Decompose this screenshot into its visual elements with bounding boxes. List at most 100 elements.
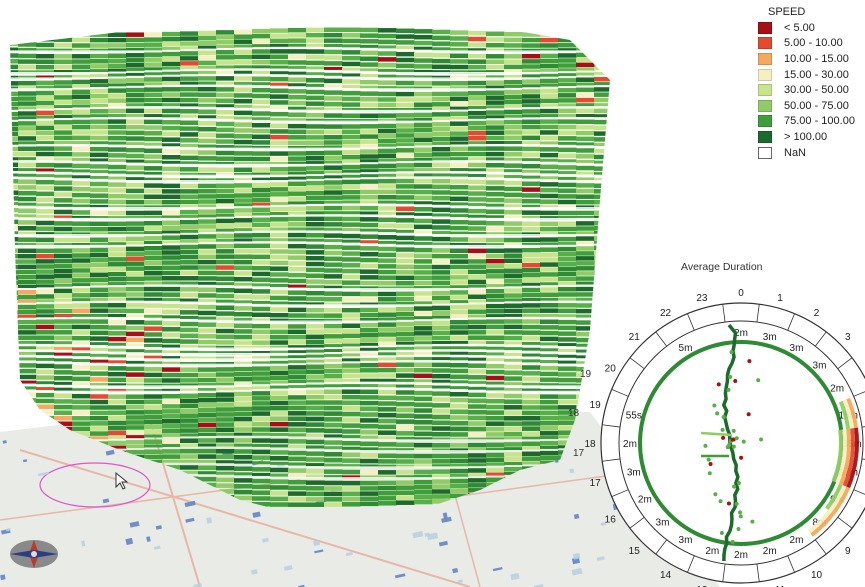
average-duration-radial-chart[interactable]: 02m13m23m33m42m516m635m737m89m98m102m112… (584, 288, 865, 587)
speed-segment (324, 349, 343, 353)
speed-segment (378, 412, 397, 418)
speed-segment (126, 251, 145, 257)
legend-item[interactable]: < 5.00 (758, 20, 862, 36)
speed-segment (90, 93, 109, 99)
speed-segment (432, 264, 451, 270)
speed-segment (288, 379, 307, 383)
legend-item[interactable]: 5.00 - 10.00 (758, 36, 862, 52)
speed-segment (378, 102, 397, 108)
speed-segment (108, 425, 127, 431)
speed-segment (270, 201, 289, 205)
speed-segment (432, 184, 451, 190)
speed-segment (360, 323, 379, 328)
speed-segment (540, 405, 559, 410)
speed-segment (468, 75, 487, 79)
speed-segment (126, 399, 145, 405)
legend-item[interactable]: 50.00 - 75.00 (758, 98, 862, 114)
speed-segment (216, 454, 235, 460)
speed-segment (144, 188, 163, 194)
speed-segment (306, 166, 325, 171)
speed-segment (468, 352, 487, 356)
speed-segment (234, 122, 253, 127)
speed-segment (558, 68, 577, 72)
compass-icon[interactable] (10, 540, 58, 568)
legend-item[interactable]: NaN (758, 145, 862, 161)
layer-gap (10, 174, 610, 176)
speed-segment (396, 163, 415, 168)
speed-segment (162, 276, 181, 281)
duration-heat-bar (831, 455, 843, 483)
speed-segment (270, 28, 289, 33)
speed-segment (252, 70, 271, 74)
speed-segment (162, 327, 181, 332)
speed-segment (540, 135, 559, 141)
speed-segment (72, 141, 91, 145)
speed-segment (522, 237, 541, 243)
speed-segment (54, 180, 73, 185)
duration-heat-bar (835, 456, 847, 484)
speed-segment (360, 280, 379, 286)
speed-segment (486, 324, 505, 330)
speed-segment (162, 108, 181, 114)
speed-segment (414, 469, 433, 475)
speed-segment (360, 263, 379, 269)
speed-segment (324, 279, 343, 285)
legend-item[interactable]: 30.00 - 50.00 (758, 82, 862, 98)
speed-segment (432, 207, 451, 213)
speed-segment (522, 461, 541, 465)
speed-segment (522, 169, 541, 173)
speed-segment (162, 459, 181, 463)
speed-segment (90, 204, 109, 208)
speed-segment (144, 332, 163, 337)
speed-segment (234, 340, 253, 345)
speed-segment (90, 37, 109, 43)
speed-segment (270, 123, 289, 129)
speed-segment (576, 119, 595, 125)
speed-segment (234, 411, 253, 417)
speed-segment (378, 189, 397, 195)
speed-segment (414, 107, 433, 111)
speed-segment (324, 353, 343, 357)
speed-segment (324, 308, 343, 313)
speed-segment (144, 215, 163, 219)
speed-segment (270, 161, 289, 165)
speed-segment (18, 269, 37, 275)
speed-segment (612, 161, 631, 164)
speed-segment (252, 238, 271, 242)
speed-segment (324, 363, 343, 369)
legend-item[interactable]: > 100.00 (758, 129, 862, 145)
speed-segment (180, 470, 199, 474)
speed-segment (324, 268, 343, 273)
speed-segment (594, 230, 610, 234)
speed-segment (162, 344, 181, 348)
speed-segment (252, 33, 271, 39)
speed-segment (324, 27, 343, 33)
legend-item[interactable]: 15.00 - 30.00 (758, 67, 862, 83)
speed-segment (18, 415, 37, 420)
speed-segment (558, 360, 577, 364)
speed-segment (612, 195, 631, 200)
speed-segment (414, 362, 433, 367)
legend-item[interactable]: 10.00 - 15.00 (758, 51, 862, 67)
speed-segment (432, 290, 451, 296)
speed-segment (90, 313, 109, 317)
speed-segment (252, 478, 271, 484)
speed-segment (144, 226, 163, 231)
speed-segment (54, 298, 73, 302)
speed-segment (108, 308, 127, 313)
speed-layer-stack[interactable] (0, 27, 631, 507)
speed-segment (594, 42, 610, 47)
speed-segment (306, 89, 325, 95)
speed-segment (324, 200, 343, 204)
speed-segment (558, 281, 577, 285)
speed-segment (162, 97, 181, 103)
speed-segment (306, 502, 325, 507)
speed-segment (450, 362, 469, 368)
legend-item[interactable]: 75.00 - 100.00 (758, 114, 862, 130)
speed-segment (522, 446, 541, 450)
speed-segment (486, 168, 505, 172)
speed-segment (180, 178, 199, 182)
speed-segment (324, 457, 343, 463)
speed-segment (180, 132, 199, 137)
